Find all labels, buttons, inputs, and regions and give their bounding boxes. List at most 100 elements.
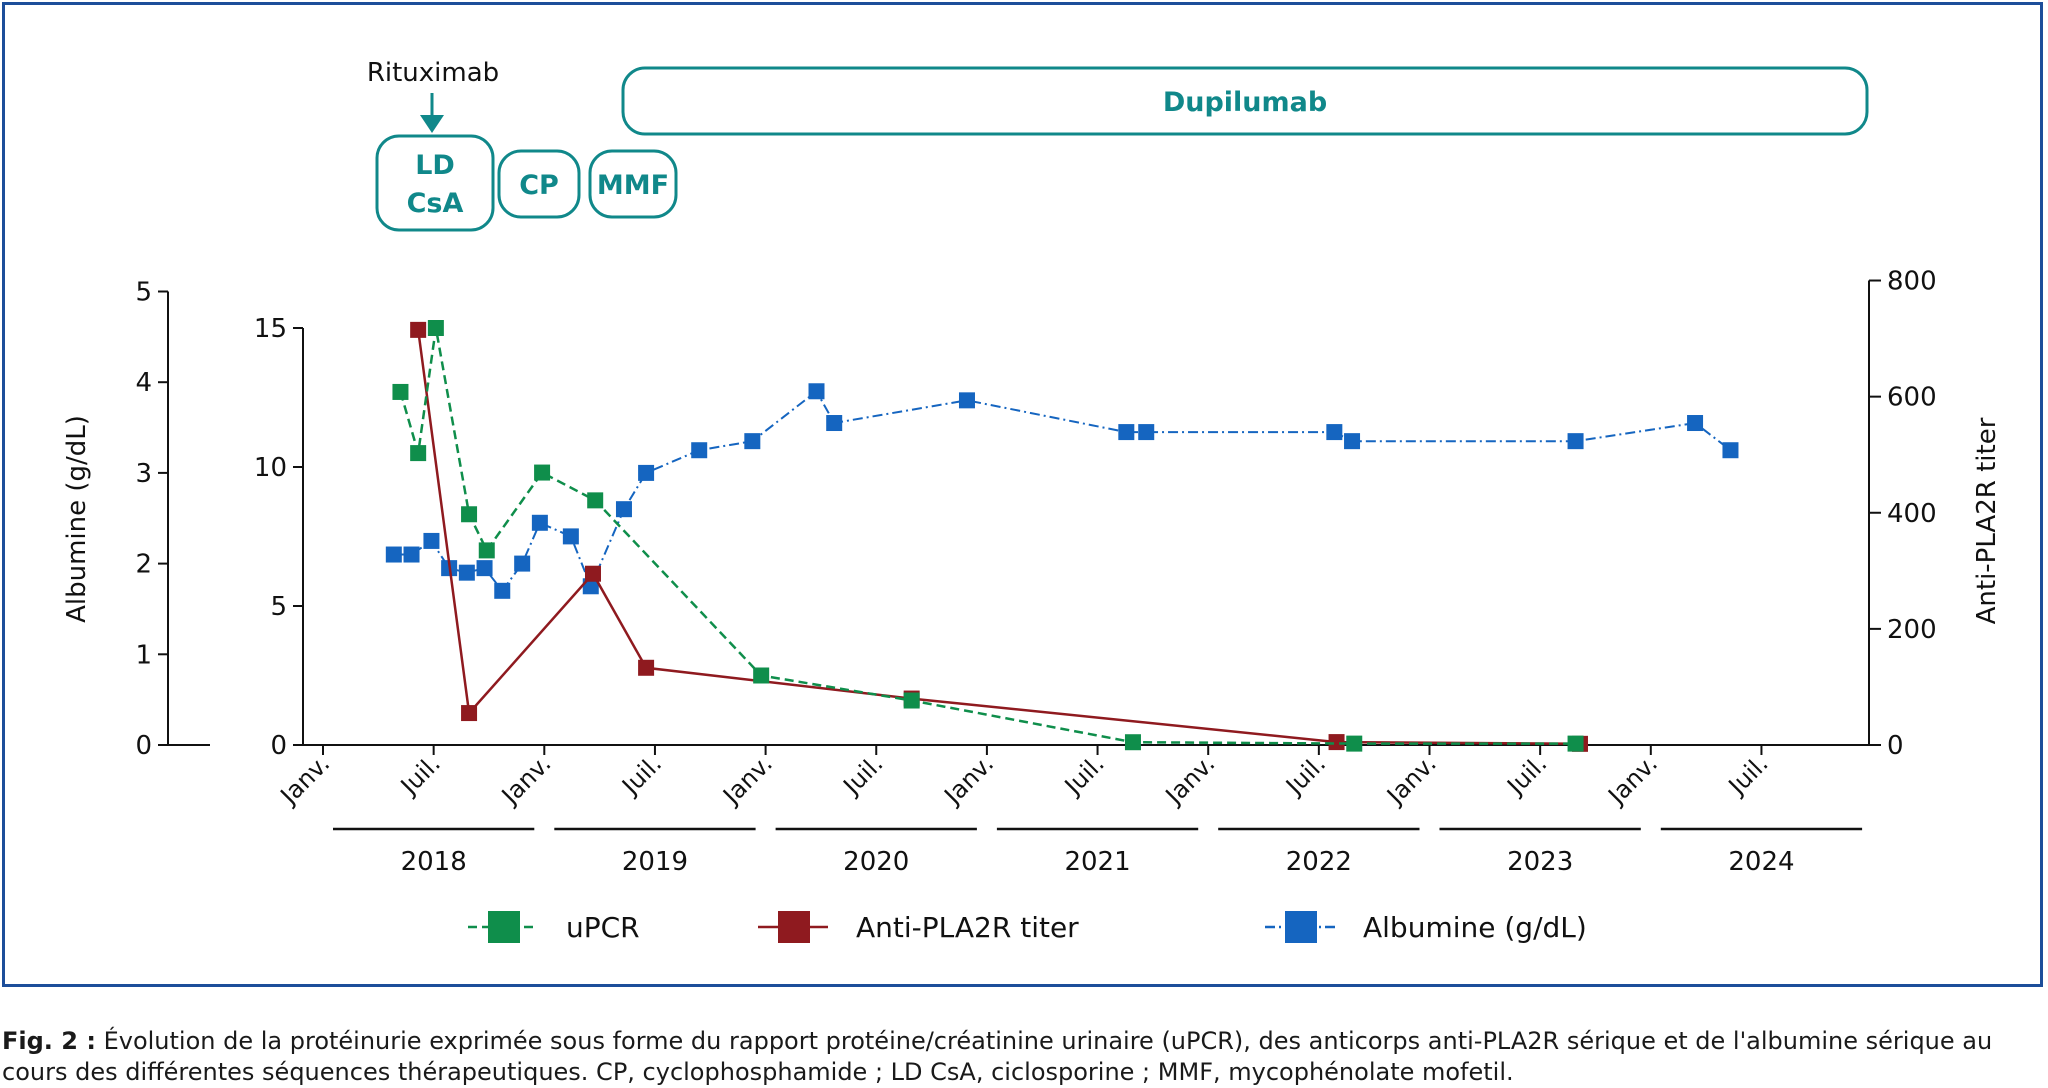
data-point	[1328, 734, 1345, 751]
albumin-tick-label: 0	[135, 731, 152, 761]
data-point	[638, 659, 655, 676]
treatment-box-label: LD	[415, 150, 455, 181]
pla2r-tick-label: 800	[1887, 267, 1937, 297]
upcr-tick-label: 0	[270, 731, 287, 761]
data-point	[1118, 424, 1135, 441]
albumin-tick-label: 1	[135, 640, 152, 670]
treatment-box-label: Dupilumab	[1163, 87, 1327, 118]
series-anti-pla2r-titer	[410, 321, 1588, 752]
data-point	[1346, 735, 1363, 752]
data-point	[1344, 433, 1361, 450]
data-point	[587, 492, 604, 509]
x-tick-label: Juil.	[1058, 749, 1110, 801]
treatment-box-border	[375, 134, 495, 232]
data-point	[478, 542, 495, 559]
treatment-box-label: CsA	[407, 188, 464, 219]
data-point	[534, 464, 551, 481]
data-point	[1124, 734, 1141, 751]
data-point	[385, 546, 402, 563]
pla2r-tick-label: 600	[1887, 383, 1937, 413]
data-point	[392, 383, 409, 400]
treatment-timeline: Rituximab	[367, 58, 499, 133]
x-tick-label: Juil.	[1501, 749, 1553, 801]
data-point	[531, 514, 548, 531]
pla2r-axis-title: Anti-PLA2R titer	[1972, 417, 2002, 624]
legend-swatch-marker	[488, 911, 520, 943]
data-point	[1687, 415, 1704, 432]
data-point	[584, 565, 601, 582]
x-tick-label: Janv.	[716, 749, 777, 810]
data-point	[753, 667, 770, 684]
treatment-box-label: CP	[519, 170, 559, 201]
treatment-box-border	[497, 149, 581, 219]
year-label: 2023	[1507, 847, 1573, 877]
albumin-axis-title: Albumine (g/dL)	[62, 415, 92, 623]
legend: uPCR Anti-PLA2R titer Albumine (g/dL)	[468, 911, 1587, 944]
legend-label: uPCR	[566, 911, 640, 944]
series-line	[393, 389, 1732, 593]
treatment-box-cp: CP	[497, 149, 581, 219]
x-tick-label: Janv.	[495, 749, 556, 810]
treatment-box-border	[588, 149, 678, 219]
data-point	[903, 692, 920, 709]
x-tick-label: Janv.	[938, 749, 999, 810]
data-point	[1567, 735, 1584, 752]
data-point	[403, 546, 420, 563]
data-point	[494, 582, 511, 599]
x-tick-label: Juil.	[1279, 749, 1331, 801]
data-point	[427, 320, 444, 336]
albumin-tick-label: 4	[135, 368, 152, 398]
legend-swatch-marker	[778, 911, 810, 943]
data-point	[514, 555, 531, 572]
series-line	[416, 329, 1581, 746]
data-point	[461, 705, 478, 722]
treatment-box-ld-csa: LD CsA	[375, 134, 495, 232]
series-upcr	[392, 320, 1584, 752]
data-point	[410, 321, 427, 338]
data-point	[638, 464, 655, 481]
upcr-tick-label: 15	[254, 314, 287, 344]
x-tick-label: Juil.	[394, 749, 446, 801]
albumin-tick-label: 2	[135, 550, 152, 580]
figure-frame: 0 1 2 3 4 5 Albumine (g/dL) 0 5 10 15 0 200 400 600 800…	[2, 2, 2043, 987]
legend-swatch-marker	[1285, 911, 1317, 943]
x-tick-label: Janv.	[1602, 749, 1663, 810]
legend-label: Albumine (g/dL)	[1363, 911, 1587, 944]
x-tick-label: Juil.	[837, 749, 889, 801]
data-point	[410, 445, 427, 462]
figure-caption: Fig. 2 : Évolution de la protéinurie exp…	[2, 1026, 2046, 1088]
x-tick-label: Janv.	[1159, 749, 1220, 810]
rituximab-label: Rituximab	[367, 58, 499, 88]
albumin-tick-label: 3	[135, 459, 152, 489]
data-point	[562, 528, 579, 545]
data-point	[615, 501, 632, 518]
data-point	[744, 433, 761, 450]
data-point	[958, 392, 975, 409]
year-label: 2024	[1728, 847, 1794, 877]
pla2r-tick-label: 200	[1887, 615, 1937, 645]
treatment-box-label: MMF	[597, 170, 669, 201]
upcr-tick-label: 5	[270, 592, 287, 622]
treatment-box-dupilumab: Dupilumab	[621, 66, 1869, 136]
data-point	[1138, 424, 1155, 441]
data-point	[1326, 424, 1343, 441]
caption-text: Évolution de la protéinurie exprimée sou…	[2, 1027, 1993, 1086]
legend-label: Anti-PLA2R titer	[856, 911, 1079, 944]
chart-svg: 0 1 2 3 4 5 Albumine (g/dL) 0 5 10 15 0 200 400 600 800…	[62, 58, 2002, 944]
x-tick-label: Juil.	[1722, 749, 1774, 801]
data-point	[808, 383, 825, 400]
series-albumine-g-dl-	[385, 383, 1739, 599]
data-point	[826, 415, 843, 432]
data-point	[1722, 442, 1739, 459]
data-point	[461, 506, 478, 523]
year-label: 2018	[401, 847, 467, 877]
series-line	[399, 327, 1576, 745]
data-point	[1567, 433, 1584, 450]
data-point	[691, 442, 708, 459]
x-tick-label: Juil.	[615, 749, 667, 801]
year-label: 2019	[622, 847, 688, 877]
data-point	[423, 532, 440, 549]
year-label: 2021	[1064, 847, 1130, 877]
upcr-tick-label: 10	[254, 453, 287, 483]
data-point	[476, 560, 493, 577]
